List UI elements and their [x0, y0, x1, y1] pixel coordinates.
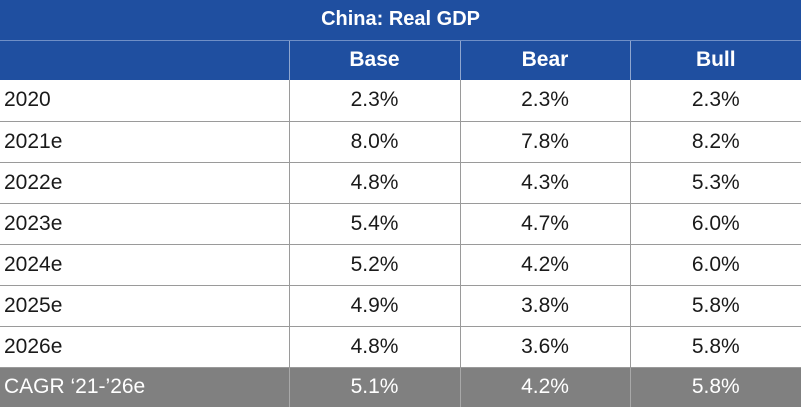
table-row: 2021e 8.0% 7.8% 8.2% [0, 121, 801, 163]
table-row: 2022e 4.8% 4.3% 5.3% [0, 162, 801, 204]
header-cell-base: Base [288, 40, 460, 80]
header-row: Base Bear Bull [0, 40, 801, 80]
table-row: 2024e 5.2% 4.2% 6.0% [0, 244, 801, 286]
bear-value: 4.3% [459, 162, 630, 204]
bull-value: 8.2% [629, 121, 801, 163]
header-cell-bear: Bear [459, 40, 630, 80]
base-value: 4.8% [288, 326, 460, 368]
cagr-summary-row: CAGR ‘21-’26e 5.1% 4.2% 5.8% [0, 367, 801, 407]
base-value: 8.0% [288, 121, 460, 163]
row-label: 2020 [0, 80, 289, 122]
bear-value: 4.2% [459, 244, 630, 286]
title-row: China: Real GDP [0, 0, 801, 41]
base-value: 5.4% [288, 203, 460, 245]
row-label: 2021e [0, 121, 289, 163]
bull-value: 6.0% [629, 244, 801, 286]
bear-value: 7.8% [459, 121, 630, 163]
row-label: 2026e [0, 326, 289, 368]
bear-value: 3.6% [459, 326, 630, 368]
base-value: 5.2% [288, 244, 460, 286]
cagr-bear-value: 4.2% [459, 367, 630, 407]
table-row: 2026e 4.8% 3.6% 5.8% [0, 326, 801, 368]
row-label: 2025e [0, 285, 289, 327]
cagr-label: CAGR ‘21-’26e [0, 367, 289, 407]
header-cell-bull: Bull [629, 40, 801, 80]
bull-value: 6.0% [629, 203, 801, 245]
row-label: 2022e [0, 162, 289, 204]
bear-value: 3.8% [459, 285, 630, 327]
base-value: 4.8% [288, 162, 460, 204]
table-title: China: Real GDP [0, 0, 801, 41]
row-label: 2024e [0, 244, 289, 286]
bull-value: 5.8% [629, 285, 801, 327]
cagr-bull-value: 5.8% [629, 367, 801, 407]
bear-value: 4.7% [459, 203, 630, 245]
cagr-base-value: 5.1% [288, 367, 460, 407]
base-value: 2.3% [288, 80, 460, 122]
bear-value: 2.3% [459, 80, 630, 122]
table-row: 2025e 4.9% 3.8% 5.8% [0, 285, 801, 327]
header-cell-label [0, 40, 289, 80]
bull-value: 5.3% [629, 162, 801, 204]
base-value: 4.9% [288, 285, 460, 327]
table-row: 2023e 5.4% 4.7% 6.0% [0, 203, 801, 245]
row-label: 2023e [0, 203, 289, 245]
bull-value: 2.3% [629, 80, 801, 122]
bull-value: 5.8% [629, 326, 801, 368]
table-row: 2020 2.3% 2.3% 2.3% [0, 80, 801, 122]
